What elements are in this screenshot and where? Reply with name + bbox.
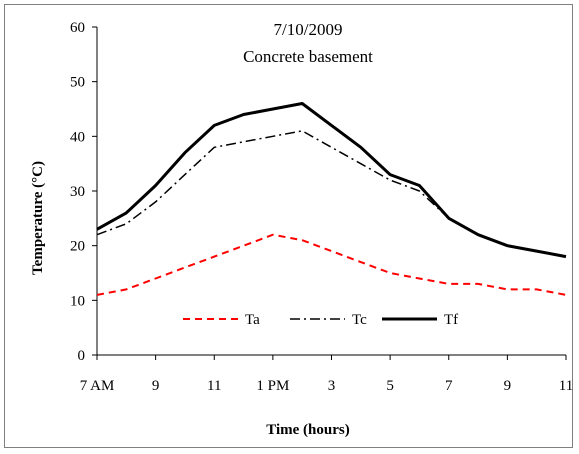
x-tick-label: 7 AM [80, 378, 115, 394]
y-axis-ticks: 0 10 20 30 40 50 60 [70, 20, 97, 364]
x-axis-ticks: 7 AM 9 11 1 PM 3 5 7 9 11 [80, 355, 573, 394]
x-tick-label: 3 [328, 378, 336, 394]
y-tick-label: 10 [70, 293, 85, 309]
y-tick-label: 20 [70, 239, 85, 255]
legend-label-tc: Tc [352, 312, 367, 328]
x-axis-label: Time (hours) [266, 422, 349, 438]
series-line-tf [96, 102, 567, 259]
y-tick-label: 50 [70, 75, 85, 91]
y-tick-label: 30 [70, 184, 85, 200]
chart-frame [4, 4, 573, 448]
y-axis-label: Temperature (°C) [30, 161, 46, 275]
series-line-ta [96, 233, 567, 296]
legend-label-tf: Tf [444, 312, 458, 328]
series-line-tc [96, 130, 567, 258]
y-tick-label: 60 [70, 20, 85, 36]
x-tick-label: 7 [445, 378, 453, 394]
x-tick-label: 11 [207, 378, 221, 394]
x-tick-label: 11 [559, 378, 573, 394]
chart-title: 7/10/2009 [274, 20, 343, 39]
legend-label-ta: Ta [245, 312, 260, 328]
y-tick-label: 40 [70, 129, 85, 145]
x-tick-label: 5 [386, 378, 394, 394]
x-tick-label: 9 [152, 378, 160, 394]
chart-subtitle: Concrete basement [243, 47, 373, 66]
x-tick-label: 9 [504, 378, 512, 394]
legend: Ta Tc Tf [183, 312, 458, 328]
series-lines [96, 102, 567, 296]
x-tick-label: 1 PM [256, 378, 289, 394]
y-tick-label: 0 [78, 348, 86, 364]
